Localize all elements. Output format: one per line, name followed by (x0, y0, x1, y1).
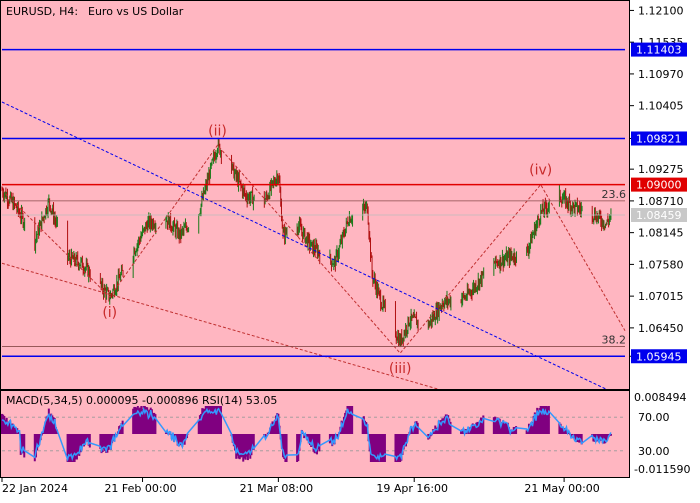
wave-label: (ii) (208, 123, 227, 139)
y-tick-label: 1.09275 (638, 163, 684, 176)
wave-label: (iii) (389, 361, 412, 377)
y-tick-label: 1.12100 (638, 4, 684, 17)
macd-axis-top: 0.008494 (634, 391, 687, 404)
rsi-line (1, 406, 612, 462)
y-tick-label: 1.06450 (638, 322, 684, 335)
wave-label: (iv) (529, 163, 552, 179)
x-tick-label: 21 Mar 08:00 (240, 482, 313, 495)
fib-label: 23.6 (602, 188, 627, 201)
wave-label: (i) (102, 305, 117, 321)
rsi-level-label: 70.00 (638, 411, 670, 424)
y-tick-label: 1.10970 (638, 68, 684, 81)
x-tick-label: 19 Apr 16:00 (376, 482, 448, 495)
level-price-tag (631, 177, 687, 192)
level-price-tag (631, 349, 687, 364)
level-price-label: 1.11403 (636, 44, 682, 57)
y-tick-label: 1.07015 (638, 290, 684, 303)
level-price-tag (631, 42, 687, 57)
wave-path (1, 144, 626, 354)
x-tick-label: 22 Jan 2024 (2, 482, 68, 495)
chart-title-description: Euro vs US Dollar (88, 5, 184, 18)
chart-title-symbol: EURUSD, H4: (6, 5, 78, 18)
level-price-tag (631, 131, 687, 146)
level-price-label: 1.05945 (636, 350, 682, 363)
current-price-tag (631, 208, 687, 223)
x-tick-label: 21 May 00:00 (524, 482, 599, 495)
indicator-title: MACD(5,34,5) 0.000095 -0.000896 RSI(14) … (6, 394, 277, 407)
y-tick-label: 1.08710 (638, 195, 684, 208)
fib-label: 38.2 (602, 333, 627, 346)
macd-axis-bottom: -0.011590 (634, 463, 690, 476)
y-tick-label: 1.07580 (638, 258, 684, 271)
y-tick-label: 1.10405 (638, 100, 684, 113)
rsi-level-label: 30.00 (638, 445, 670, 458)
level-price-label: 1.09000 (636, 179, 682, 192)
current-price-label: 1.08459 (636, 209, 682, 222)
main-panel (0, 0, 630, 390)
x-tick-label: 21 Feb 00:00 (104, 482, 176, 495)
level-price-label: 1.09821 (636, 132, 682, 145)
y-tick-label: 1.08145 (638, 227, 684, 240)
